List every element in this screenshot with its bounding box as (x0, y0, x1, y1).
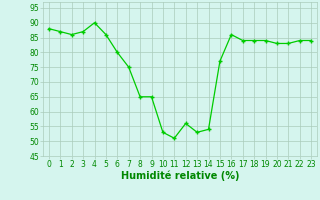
X-axis label: Humidité relative (%): Humidité relative (%) (121, 171, 239, 181)
